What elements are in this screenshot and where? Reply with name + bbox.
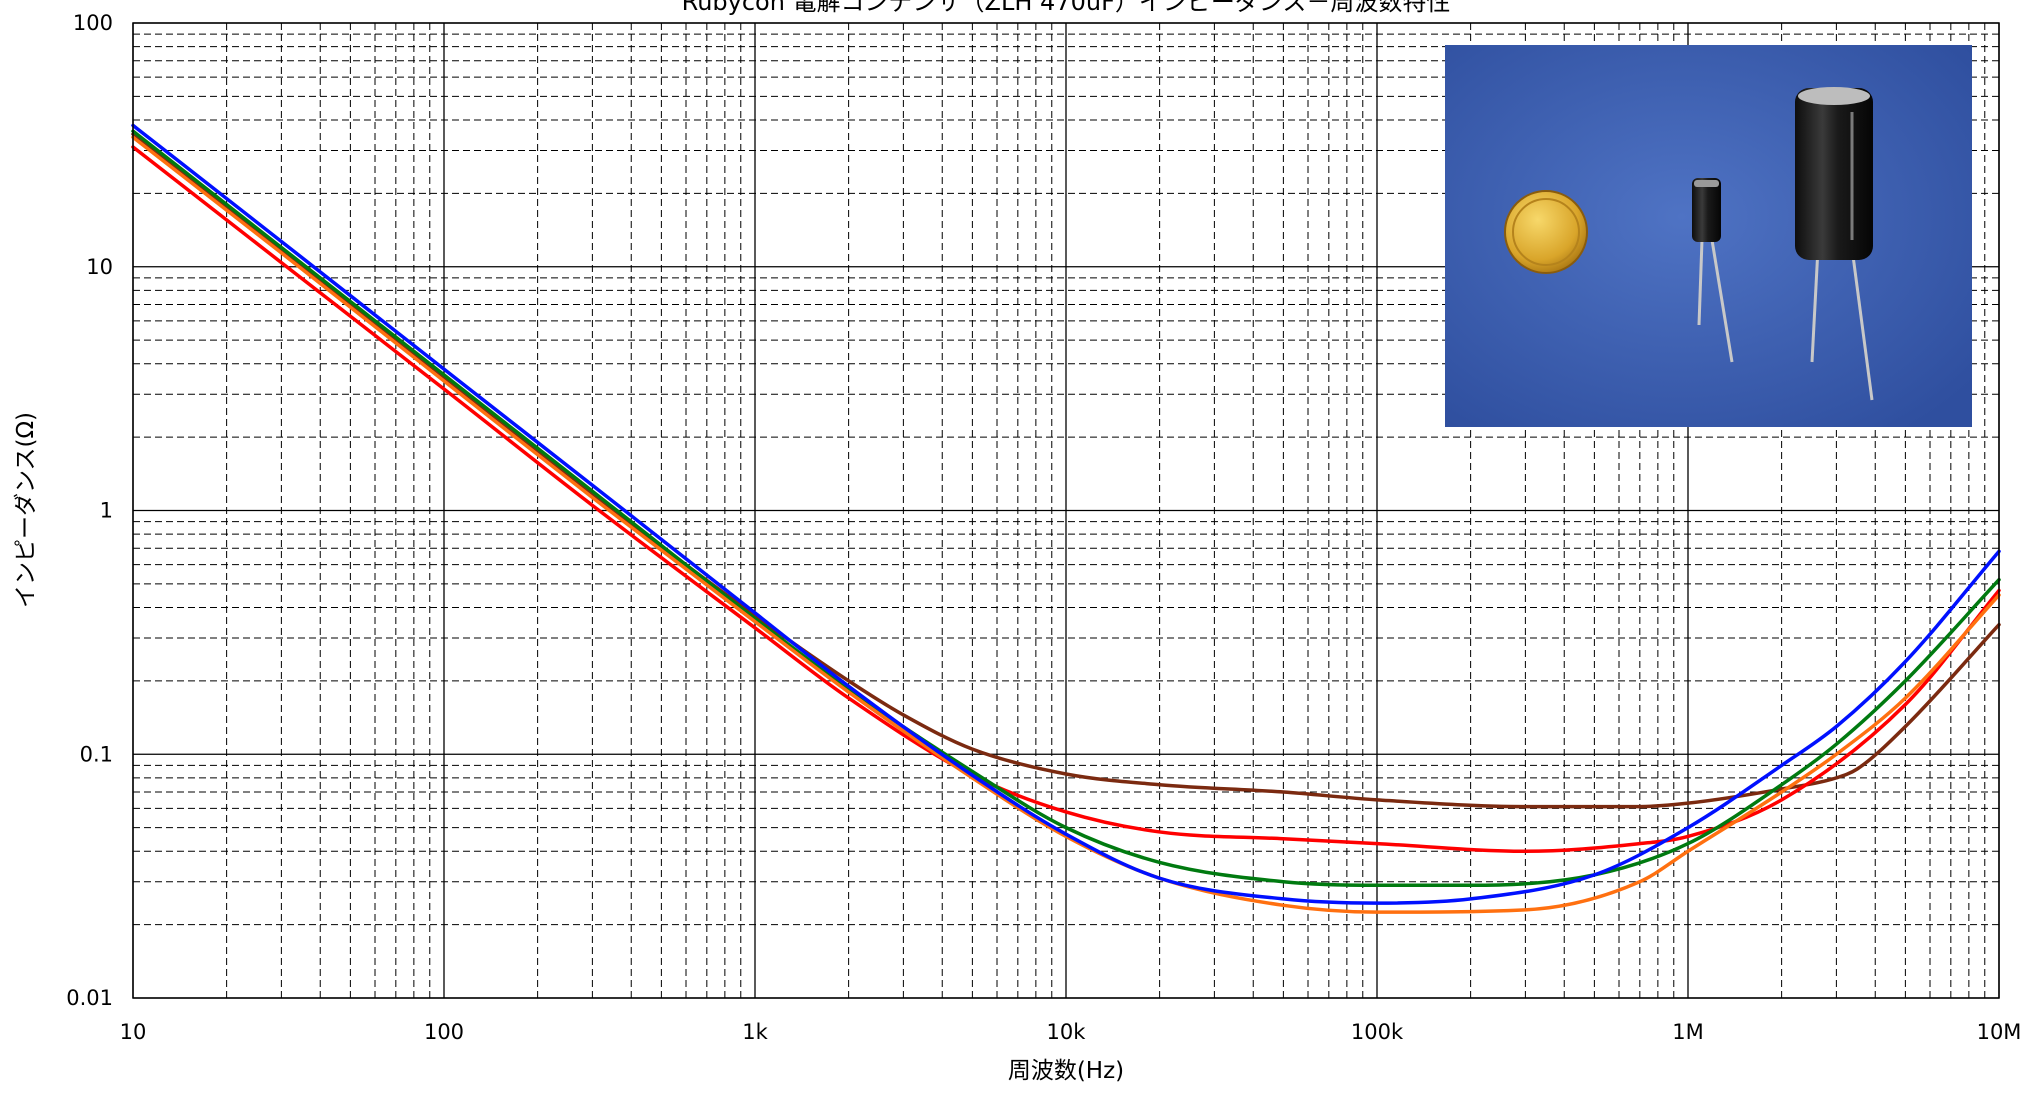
x-tick-label: 100 [424, 1020, 464, 1044]
y-tick-label: 1 [100, 499, 113, 523]
large-capacitor-image [1795, 87, 1874, 401]
x-tick-label: 10k [1047, 1020, 1087, 1044]
series-line-3 [131, 129, 2001, 888]
x-tick-label: 10 [120, 1020, 147, 1044]
coin-image [1504, 190, 1588, 274]
x-tick-label: 10M [1977, 1020, 2022, 1044]
series-lines [131, 123, 2001, 914]
y-tick-labels: 0.01 0.1 1 10 100 [66, 11, 113, 1010]
series-line-2 [131, 145, 2001, 853]
x-tick-label: 1k [742, 1020, 768, 1044]
x-tick-label: 1M [1672, 1020, 1703, 1044]
y-axis-title: インピーダンス(Ω) [13, 412, 39, 608]
plot-frame [132, 22, 2000, 999]
chart-title: Rubycon 電解コンデンサ（ZLH 470uF）インピーダンス－周波数特性 [682, 0, 1451, 16]
series-line-5 [131, 123, 2001, 905]
x-tick-labels: 10 100 1k 10k 100k 1M 10M [120, 1020, 2022, 1044]
small-capacitor-image [1692, 178, 1734, 363]
y-tick-label: 10 [86, 255, 113, 279]
x-axis-title: 周波数(Hz) [1008, 1058, 1124, 1084]
x-tick-label: 100k [1351, 1020, 1404, 1044]
inset-photo [1445, 45, 1972, 427]
y-tick-label: 0.1 [80, 742, 113, 766]
y-tick-label: 100 [73, 11, 113, 35]
y-tick-label: 0.01 [66, 986, 113, 1010]
